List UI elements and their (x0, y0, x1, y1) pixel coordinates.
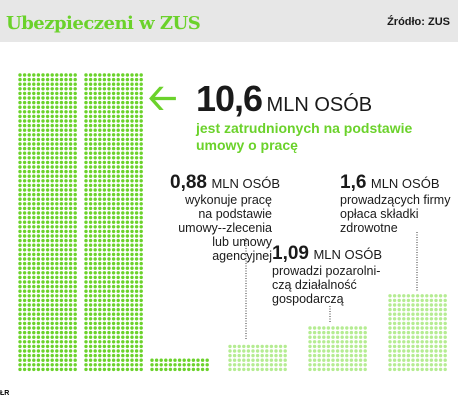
stat-business-value: 1,09 (272, 243, 309, 264)
stat-contract-value-row: 0,88 MLN OSÓB (170, 172, 280, 194)
main-stat-value: 10,6 (196, 78, 263, 119)
left-arrow-icon: 🡠 (148, 77, 178, 118)
stat-business-value-row: 1,09 MLN OSÓB (272, 243, 382, 265)
stat-business-unit: MLN OSÓB (313, 247, 383, 262)
stat-contract-description: wykonuje pracę na podstawie umowy--zlece… (178, 193, 272, 263)
source-label: Źródło: ZUS (387, 16, 450, 28)
dot-column-contract (228, 344, 287, 372)
stat-health-description: prowadzących firmy opłaca składki zdrowo… (340, 193, 451, 235)
stat-business-description: prowadzi pozarolni-czą działalność gospo… (272, 264, 381, 306)
dot-column-employment-2 (84, 73, 143, 372)
dot-column-business (308, 326, 367, 372)
stat-contract-unit: MLN OSÓB (211, 176, 281, 191)
stat-health-unit: MLN OSÓB (370, 176, 440, 191)
dot-column-employment-rest (150, 358, 209, 372)
main-stat-unit: MLN OSÓB (266, 94, 373, 116)
stat-health-value-row: 1,6 MLN OSÓB (340, 172, 440, 194)
stat-health-value: 1,6 (340, 172, 367, 193)
dot-column-health (388, 294, 447, 372)
header-bar: Ubezpieczeni w ZUS Źródło: ZUS (0, 0, 458, 42)
main-stat: 10,6 MLN OSÓB (196, 78, 372, 120)
dot-column-employment-1 (18, 73, 77, 372)
stat-contract-value: 0,88 (170, 172, 207, 193)
page-title: Ubezpieczeni w ZUS (6, 13, 201, 34)
credit-label: ŁR (0, 390, 10, 397)
main-stat-description: jest zatrudnionych na podstawie umowy o … (196, 120, 413, 153)
